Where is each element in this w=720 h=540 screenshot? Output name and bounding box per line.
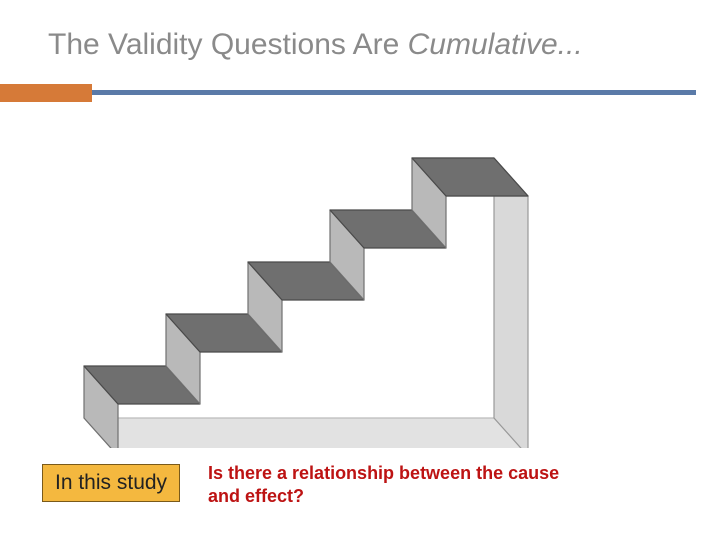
study-badge-label: In this study (55, 471, 167, 494)
study-badge: In this study (42, 464, 180, 502)
page-title: The Validity Questions Are Cumulative... (48, 28, 583, 62)
stairs-diagram (64, 78, 624, 448)
validity-question-text: Is there a relationship between the caus… (208, 463, 559, 506)
validity-question: Is there a relationship between the caus… (208, 462, 568, 507)
title-italic: Cumulative... (408, 28, 583, 61)
title-plain: The Validity Questions Are (48, 28, 408, 61)
stairs-svg (64, 78, 624, 448)
